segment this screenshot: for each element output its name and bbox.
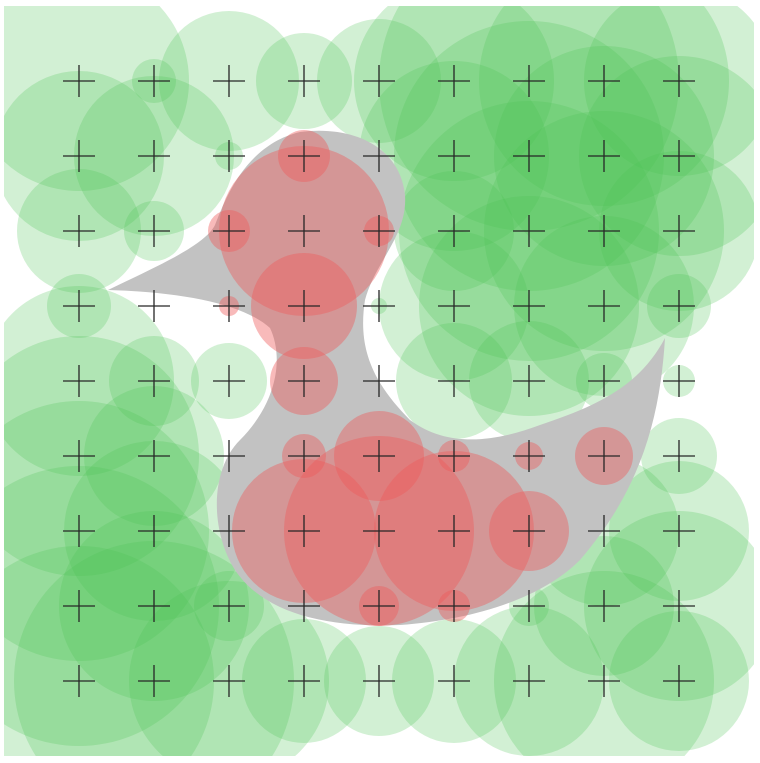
- grid-cross-marker: [138, 215, 170, 247]
- grid-cross-marker: [138, 665, 170, 697]
- grid-cross-marker: [363, 365, 395, 397]
- grid-cross-marker: [363, 290, 395, 322]
- grid-cross-marker: [663, 290, 695, 322]
- grid-cross-marker: [138, 515, 170, 547]
- grid-cross-marker: [438, 365, 470, 397]
- grid-cross-marker: [513, 65, 545, 97]
- grid-cross-marker: [513, 665, 545, 697]
- grid-cross-marker: [138, 365, 170, 397]
- grid-cross-marker: [213, 440, 245, 472]
- grid-cross-marker: [513, 440, 545, 472]
- grid-cross-marker: [138, 65, 170, 97]
- grid-cross-marker: [588, 590, 620, 622]
- grid-cross-marker: [513, 590, 545, 622]
- grid-cross-marker: [288, 440, 320, 472]
- outside-disk: [4, 6, 189, 191]
- grid-cross-marker: [588, 440, 620, 472]
- grid-cross-marker: [138, 140, 170, 172]
- outside-disk: [4, 336, 199, 576]
- grid-cross-marker: [213, 65, 245, 97]
- grid-cross-marker: [288, 140, 320, 172]
- grid-cross-marker: [513, 215, 545, 247]
- grid-cross-marker: [588, 365, 620, 397]
- grid-cross-marker: [213, 215, 245, 247]
- grid-cross-marker: [213, 290, 245, 322]
- grid-cross-marker: [213, 515, 245, 547]
- grid-cross-marker: [588, 665, 620, 697]
- grid-cross-marker: [588, 515, 620, 547]
- grid-cross-marker: [363, 515, 395, 547]
- grid-cross-marker: [63, 215, 95, 247]
- outside-disk: [4, 546, 214, 756]
- grid-cross-marker: [288, 290, 320, 322]
- grid-cross-marker: [588, 65, 620, 97]
- grid-cross-marker: [438, 440, 470, 472]
- grid-cross-marker: [63, 65, 95, 97]
- outside-disk: [4, 401, 209, 661]
- grid-cross-marker: [438, 215, 470, 247]
- duck-silhouette: [108, 130, 665, 626]
- grid-cross-marker: [363, 590, 395, 622]
- grid-cross-marker: [288, 665, 320, 697]
- grid-cross-marker: [363, 215, 395, 247]
- grid-cross-marker: [438, 65, 470, 97]
- grid-cross-marker: [513, 365, 545, 397]
- grid-cross-marker: [363, 440, 395, 472]
- grid-cross-marker: [438, 515, 470, 547]
- grid-cross-marker: [138, 440, 170, 472]
- grid-cross-marker: [588, 290, 620, 322]
- grid-cross-marker: [63, 590, 95, 622]
- outside-disk: [4, 466, 219, 746]
- grid-cross-marker: [663, 215, 695, 247]
- grid-cross-marker: [138, 590, 170, 622]
- grid-cross-marker: [363, 140, 395, 172]
- grid-cross-marker: [588, 140, 620, 172]
- outside-disk: [494, 571, 714, 756]
- grid-cross-marker: [438, 665, 470, 697]
- grid-cross-marker: [438, 140, 470, 172]
- grid-cross-marker: [663, 65, 695, 97]
- grid-cross-marker: [213, 590, 245, 622]
- grid-cross-marker: [663, 365, 695, 397]
- grid-cross-marker: [138, 290, 170, 322]
- outside-disk: [14, 541, 294, 756]
- outside-disk: [584, 6, 754, 176]
- grid-cross-marker: [363, 65, 395, 97]
- grid-cross-marker: [663, 590, 695, 622]
- grid-crosses-layer: [63, 65, 695, 697]
- grid-cross-marker: [288, 215, 320, 247]
- grid-cross-marker: [663, 515, 695, 547]
- grid-cross-marker: [663, 440, 695, 472]
- grid-cross-marker: [63, 365, 95, 397]
- grid-cross-marker: [663, 665, 695, 697]
- grid-cross-marker: [513, 515, 545, 547]
- grid-cross-marker: [63, 515, 95, 547]
- grid-cross-marker: [513, 290, 545, 322]
- grid-cross-marker: [63, 440, 95, 472]
- grid-cross-marker: [213, 365, 245, 397]
- grid-cross-marker: [63, 665, 95, 697]
- outside-disk: [379, 6, 679, 231]
- grid-cross-marker: [63, 290, 95, 322]
- grid-cross-marker: [213, 140, 245, 172]
- grid-cross-marker: [288, 515, 320, 547]
- grid-cross-marker: [213, 665, 245, 697]
- grid-cross-marker: [438, 290, 470, 322]
- grid-cross-marker: [288, 590, 320, 622]
- grid-cross-marker: [588, 215, 620, 247]
- grid-cross-marker: [513, 140, 545, 172]
- grid-cross-marker: [63, 140, 95, 172]
- grid-cross-marker: [288, 65, 320, 97]
- grid-cross-marker: [288, 365, 320, 397]
- grid-cross-marker: [363, 665, 395, 697]
- grid-cross-marker: [438, 590, 470, 622]
- grid-cross-marker: [663, 140, 695, 172]
